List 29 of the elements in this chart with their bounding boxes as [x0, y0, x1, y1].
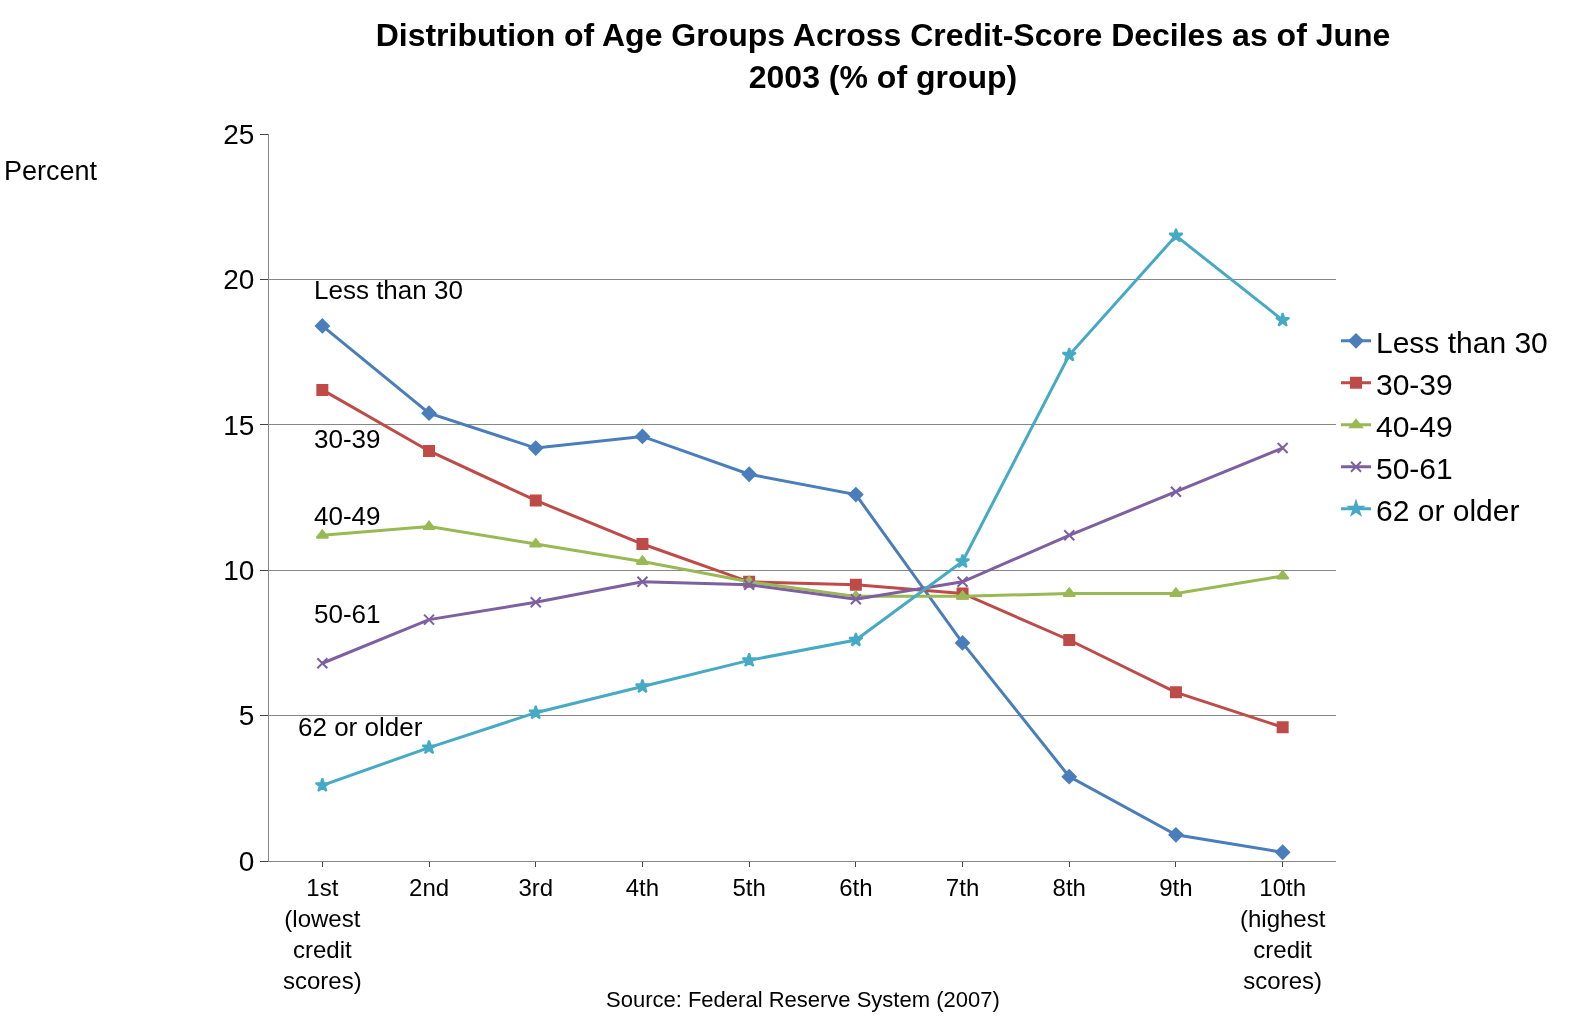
legend-label: 50-61 [1376, 451, 1453, 485]
x-tick-label: 1st (lowest credit scores) [283, 873, 362, 995]
y-tick-label: 10 [223, 555, 255, 586]
legend-label: 40-49 [1376, 409, 1453, 443]
y-tick-label: 15 [223, 409, 255, 441]
source-note: Source: Federal Reserve System (2007) [606, 987, 1000, 1012]
legend-label: 62 or older [1376, 493, 1520, 527]
x-tick-label: 3rd [518, 873, 554, 901]
annotation: 30-39 [314, 424, 381, 454]
y-tick-label: 5 [238, 700, 255, 732]
x-tick-label: 6th [839, 873, 873, 901]
y-axis-title: Percent [4, 156, 98, 186]
x-tick-label: 9th [1159, 873, 1193, 901]
y-tick-label: 25 [223, 118, 255, 150]
annotation: Less than 30 [314, 275, 463, 305]
annotation: 62 or older [298, 712, 423, 742]
legend-label: 30-39 [1376, 367, 1453, 401]
x-tick-label: 5th [732, 873, 766, 901]
annotation: 40-49 [314, 501, 381, 531]
legend-label: Less than 30 [1376, 325, 1548, 359]
x-tick-label: 8th [1052, 873, 1086, 901]
y-tick-label: 20 [223, 264, 255, 296]
y-tick-label: 0 [238, 845, 255, 877]
x-tick-label: 7th [945, 873, 980, 901]
x-tick-label: 10th (highest credit scores) [1239, 873, 1326, 995]
annotation: 50-61 [314, 599, 381, 629]
chart-title: Distribution of Age Groups Across Credit-Score Deciles as of June 2003 (% of group) [375, 17, 1391, 95]
x-tick-label: 2nd [409, 873, 450, 901]
x-tick-label: 4th [625, 873, 660, 901]
